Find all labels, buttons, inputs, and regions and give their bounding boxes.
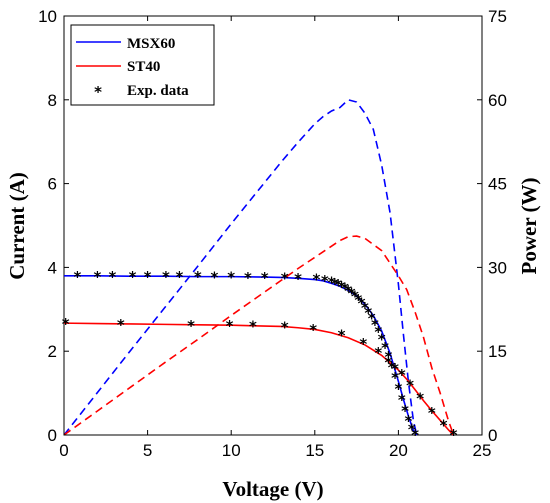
- exp-data-point: *: [162, 268, 170, 286]
- exp-data-point: *: [309, 321, 317, 339]
- x-tick-label: 15: [305, 441, 324, 460]
- exp-data-point: *: [411, 426, 419, 444]
- exp-data-point: *: [391, 369, 399, 387]
- exp-data-point: *: [294, 270, 302, 288]
- exp-data-point: *: [428, 404, 436, 422]
- x-axis-ticks: 0 5 10 15 20 25: [59, 16, 491, 460]
- exp-data-point: *: [261, 269, 269, 287]
- y-tick-label: 10: [38, 7, 57, 26]
- exp-data-point: *: [440, 417, 448, 435]
- y2-tick-label: 15: [488, 342, 507, 361]
- legend-label-st40: ST40: [127, 59, 160, 75]
- y-tick-label: 2: [48, 342, 57, 361]
- exp-data-point: *: [398, 366, 406, 384]
- exp-data-point: *: [384, 348, 392, 366]
- legend: MSX60 ST40 * Exp. data: [70, 24, 215, 106]
- exp-data-point: *: [94, 268, 102, 286]
- exp-data-point: *: [358, 295, 366, 313]
- y-axis-label: Current (A): [5, 172, 29, 280]
- exp-data-point: *: [364, 304, 372, 322]
- exp-data-point: *: [313, 271, 321, 289]
- exp-data-point: *: [129, 268, 137, 286]
- legend-label-msx60: MSX60: [127, 36, 175, 52]
- y2-axis-ticks: 0 15 30 45 60 75: [477, 7, 507, 445]
- exp-data-point: *: [244, 269, 252, 287]
- exp-data-point: *: [187, 317, 195, 335]
- x-tick-label: 20: [389, 441, 408, 460]
- exp-data-point: *: [391, 360, 399, 378]
- curves-layer: [63, 98, 455, 436]
- st40-current-curve: [63, 322, 455, 436]
- exp-data-point: *: [328, 274, 336, 292]
- y2-axis-label: Power (W): [517, 178, 541, 275]
- st40-power-curve: [63, 235, 455, 436]
- exp-data-point: *: [175, 268, 183, 286]
- y2-tick-label: 30: [488, 258, 507, 277]
- exp-data-point: *: [334, 276, 342, 294]
- y-tick-label: 4: [48, 258, 57, 277]
- y2-tick-label: 75: [488, 7, 507, 26]
- y-axis-ticks: 0 2 4 6 8 10: [38, 7, 69, 445]
- exp-data-point: *: [73, 268, 81, 286]
- exp-data-point: *: [344, 282, 352, 300]
- exp-data-point: *: [331, 275, 339, 293]
- x-tick-label: 0: [59, 441, 68, 460]
- exp-data-point: *: [354, 291, 362, 309]
- exp-data-point: *: [374, 323, 382, 341]
- exp-data-point: *: [281, 318, 289, 336]
- exp-data-point: *: [321, 272, 329, 290]
- exp-data-point: *: [361, 299, 369, 317]
- exp-data-point: *: [368, 310, 376, 328]
- exp-data-point: *: [405, 412, 413, 430]
- exp-data-point: *: [109, 268, 117, 286]
- exp-data-point: *: [226, 317, 234, 335]
- y-tick-label: 8: [48, 91, 57, 110]
- exp-data-point: *: [194, 268, 202, 286]
- exp-data-point: *: [381, 339, 389, 357]
- y2-tick-label: 60: [488, 91, 507, 110]
- x-tick-label: 10: [222, 441, 241, 460]
- exp-data-point: *: [211, 269, 219, 287]
- exp-data-point: *: [401, 402, 409, 420]
- exp-data-point: *: [249, 318, 257, 336]
- exp-data-point: *: [398, 391, 406, 409]
- exp-data-point: *: [348, 285, 356, 303]
- y-tick-label: 0: [48, 426, 57, 445]
- exp-data-point: *: [144, 268, 152, 286]
- exp-data-point: *: [227, 269, 235, 287]
- exp-data-point: *: [341, 280, 349, 298]
- y2-tick-label: 45: [488, 175, 507, 194]
- plot-frame: [63, 15, 483, 436]
- legend-label-exp: Exp. data: [127, 83, 189, 99]
- exp-data-point: *: [338, 326, 346, 344]
- msx60-current-curve: [64, 274, 418, 436]
- exp-data-point: *: [117, 316, 125, 334]
- exp-data-point: *: [408, 421, 416, 439]
- exp-data-point: *: [384, 354, 392, 372]
- y-tick-label: 6: [48, 175, 57, 194]
- legend-box: [70, 24, 215, 106]
- exp-data-point: *: [351, 287, 359, 305]
- exp-data-point: *: [450, 426, 458, 444]
- x-tick-label: 5: [143, 441, 152, 460]
- msx60-power-curve: [63, 98, 418, 436]
- exp-data-point: *: [394, 380, 402, 398]
- y2-tick-label: 0: [488, 426, 497, 445]
- legend-marker-exp: *: [94, 83, 102, 101]
- exp-data-point: *: [359, 335, 367, 353]
- x-tick-label: 25: [473, 441, 492, 460]
- exp-data-point: *: [416, 389, 424, 407]
- markers-layer: * * * * * * * * * * * * * * * *************************…: [62, 268, 458, 444]
- exp-data-point: *: [371, 316, 379, 334]
- exp-data-point: *: [374, 344, 382, 362]
- exp-data-point: *: [406, 377, 414, 395]
- exp-data-point: *: [338, 278, 346, 296]
- exp-data-point: *: [388, 358, 396, 376]
- x-axis-label: Voltage (V): [222, 477, 323, 501]
- exp-data-point: *: [62, 315, 70, 333]
- exp-data-point: *: [281, 269, 289, 287]
- exp-data-point: *: [378, 331, 386, 349]
